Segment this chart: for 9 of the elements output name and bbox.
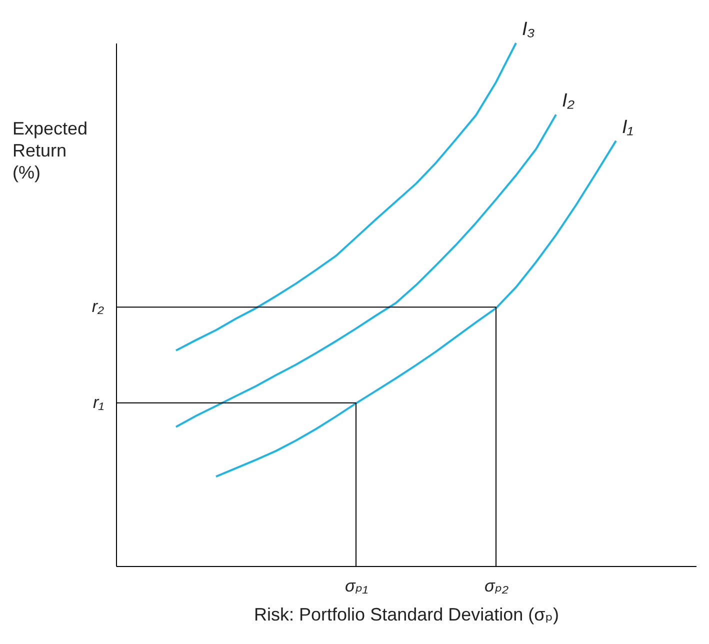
x-tick-label: σₚ₁ (345, 576, 368, 596)
ref-line-label: r₂ (92, 297, 105, 316)
x-axis-title: Risk: Portfolio Standard Deviation (σₚ) (254, 604, 559, 624)
series-label: I₁ (622, 116, 634, 138)
ref-line-label: r₁ (92, 392, 104, 412)
x-tick-label: σₚ₂ (484, 576, 510, 596)
y-axis-title: Expected Return (%) (12, 118, 88, 182)
series-label: I₂ (562, 90, 576, 112)
series-label: I₃ (522, 19, 536, 40)
